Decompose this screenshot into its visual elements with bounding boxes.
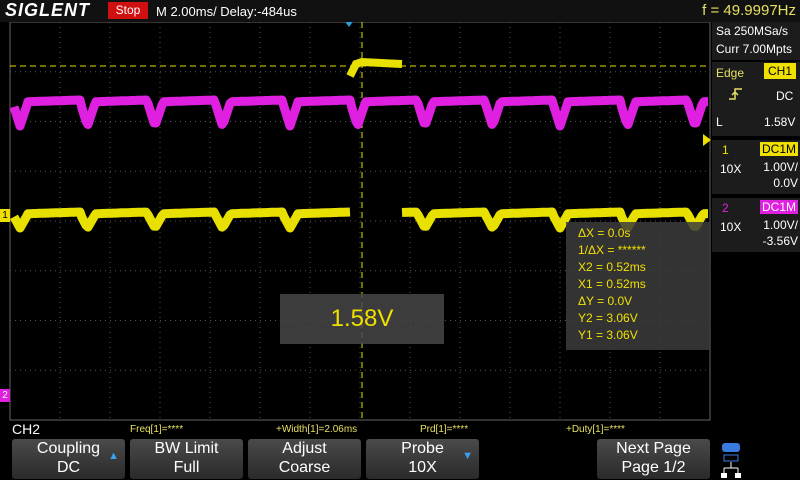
trigger-source: CH1 <box>764 63 797 79</box>
channel-1-trace <box>399 207 711 233</box>
channel-2-trace <box>9 95 711 131</box>
menu-arrow: ▲ <box>108 450 119 462</box>
measurement: Freq[1]=**** <box>130 424 184 435</box>
channel-1-marker: 1 <box>0 209 10 222</box>
run-status[interactable]: Stop <box>108 2 148 19</box>
menu-button[interactable]: BW Limit Full <box>130 439 243 479</box>
cursor-readout: Y1 = 3.06V <box>578 328 638 342</box>
top-bar <box>0 0 800 22</box>
channel-scale: 1.00V/ <box>763 160 798 174</box>
measurement: +Duty[1]=**** <box>566 424 625 435</box>
channel-coupling: DC1M <box>760 142 799 156</box>
menu-arrow: ▼ <box>462 450 473 462</box>
menu-label: Coupling <box>36 440 101 457</box>
trigger-level-marker <box>703 134 711 146</box>
sample-rate: Sa 250MSa/s <box>716 24 789 38</box>
trigger-coupling: DC <box>776 89 794 103</box>
menu-value: DC <box>56 459 81 476</box>
measurement: Prd[1]=**** <box>420 424 469 435</box>
trigger-level-popup: 1.58V <box>280 294 444 344</box>
channel-2-marker: 2 <box>0 389 10 402</box>
menu-value: Coarse <box>278 459 331 476</box>
memory-depth: Curr 7.00Mpts <box>716 42 793 56</box>
menu-button[interactable]: Adjust Coarse <box>248 439 361 479</box>
measure-source: CH2 <box>12 421 41 437</box>
channel-scale: 1.00V/ <box>763 218 798 232</box>
channel-number: 2 <box>722 201 729 215</box>
channel-1-trace <box>346 57 403 78</box>
menu-label: BW Limit <box>154 440 219 457</box>
menu-button[interactable]: Probe 10X ▼ <box>366 439 479 479</box>
cursor-readout: 1/ΔX = ****** <box>578 243 646 257</box>
menu-label: Next Page <box>616 440 691 457</box>
channel-probe: 10X <box>720 162 742 176</box>
menu-value: 10X <box>408 459 437 476</box>
trigger-type: Edge <box>716 66 745 80</box>
cursor-readout: X1 = 0.52ms <box>578 277 646 291</box>
menu-label: Probe <box>401 440 444 457</box>
menu-label: Adjust <box>282 440 327 457</box>
acquisition-panel <box>712 22 800 60</box>
trigger-level: 1.58V <box>764 115 796 129</box>
trigger-slope-icon <box>729 88 742 100</box>
menu-button[interactable]: Next Page Page 1/2 <box>597 439 710 479</box>
timebase: M 2.00ms/ Delay:-484us <box>156 4 297 19</box>
menu-value: Full <box>173 459 200 476</box>
cursor-readout: X2 = 0.52ms <box>578 260 646 274</box>
channel-number: 1 <box>722 143 729 157</box>
brand: SIGLENT <box>5 0 91 20</box>
channel-offset: 0.0V <box>773 176 798 190</box>
frequency: f = 49.9997Hz <box>702 2 796 19</box>
channel-coupling: DC1M <box>760 200 799 214</box>
trigger-level-label: L <box>716 115 723 129</box>
menu-value: Page 1/2 <box>621 459 686 476</box>
channel-probe: 10X <box>720 220 742 234</box>
cursor-readout: Y2 = 3.06V <box>578 311 638 325</box>
cursor-readout: ΔY = 0.0V <box>578 294 633 308</box>
menu-button[interactable]: Coupling DC ▲ <box>12 439 125 479</box>
status-icons <box>721 443 741 478</box>
measurement: +Width[1]=2.06ms <box>276 424 358 435</box>
cursor-readout: ΔX = 0.0s <box>578 226 631 240</box>
cursor-box <box>566 222 710 350</box>
channel-1-trace <box>10 207 353 233</box>
channel-offset: -3.56V <box>762 234 798 248</box>
